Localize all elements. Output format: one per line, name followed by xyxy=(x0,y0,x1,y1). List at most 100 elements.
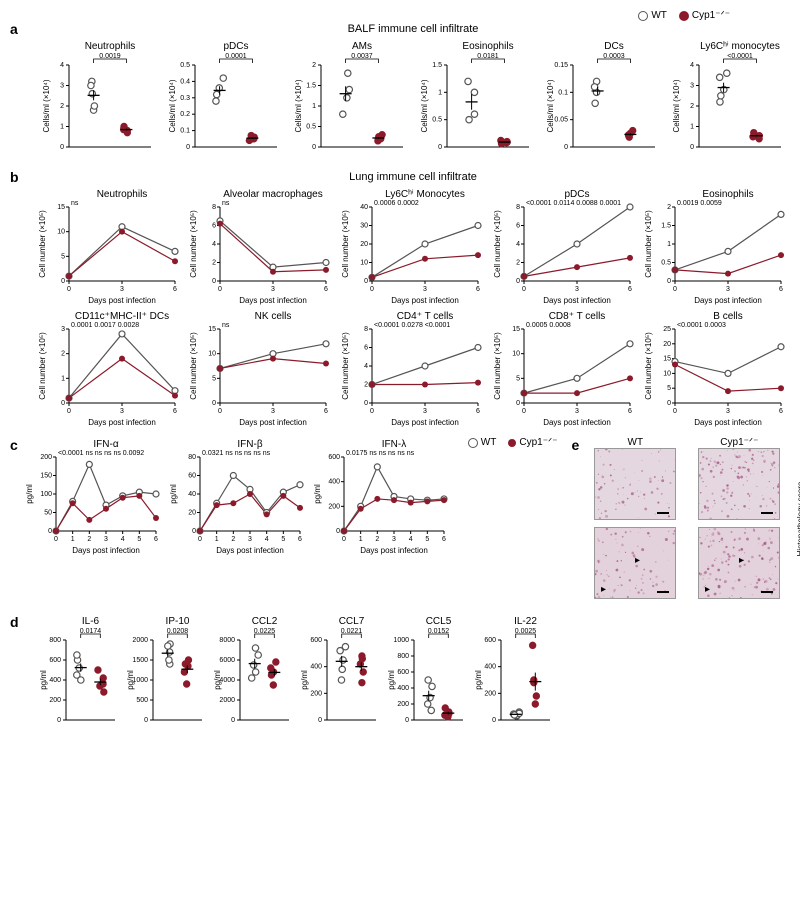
svg-text:Days post infection: Days post infection xyxy=(360,546,428,555)
svg-text:3: 3 xyxy=(248,536,252,543)
svg-text:CCL2: CCL2 xyxy=(252,616,278,627)
svg-text:B cells: B cells xyxy=(713,311,742,322)
svg-text:10: 10 xyxy=(663,370,671,377)
svg-text:40: 40 xyxy=(188,491,196,498)
svg-text:3: 3 xyxy=(726,286,730,293)
svg-text:Days post infection: Days post infection xyxy=(694,296,762,305)
svg-text:15: 15 xyxy=(57,204,65,211)
svg-text:CCL5: CCL5 xyxy=(426,616,452,627)
svg-text:6: 6 xyxy=(628,286,632,293)
line-chart: Ly6Cʰⁱ Monocytes 0.0006 0.0002 010203040… xyxy=(340,187,486,305)
panel-e-container: WT ▸ ▸ Cyp1⁻ᐟ⁻ xyxy=(585,437,800,604)
svg-text:NK cells: NK cells xyxy=(255,311,292,322)
histology-zoom-icon: ▸ ▸ xyxy=(698,527,780,599)
svg-text:5: 5 xyxy=(212,375,216,382)
mid-legend: WT Cyp1⁻ᐟ⁻ xyxy=(468,437,558,448)
svg-text:4: 4 xyxy=(409,536,413,543)
svg-text:1.5: 1.5 xyxy=(661,223,671,230)
svg-text:8: 8 xyxy=(212,204,216,211)
svg-text:0: 0 xyxy=(218,408,222,415)
panel-b-label: b xyxy=(10,169,30,185)
svg-text:CD11c⁺MHC-II⁺ DCs: CD11c⁺MHC-II⁺ DCs xyxy=(75,311,169,322)
svg-text:0: 0 xyxy=(231,717,235,724)
panel-b-row: b Lung immune cell infiltrate Neutrophil… xyxy=(10,169,790,427)
svg-text:0.15: 0.15 xyxy=(554,62,568,69)
svg-text:400: 400 xyxy=(397,685,409,692)
svg-text:1.5: 1.5 xyxy=(306,83,316,90)
panel-a-row: a BALF immune cell infiltrate Neutrophil… xyxy=(10,21,790,159)
svg-text:200: 200 xyxy=(49,697,61,704)
svg-text:0: 0 xyxy=(48,528,52,535)
svg-text:0: 0 xyxy=(318,717,322,724)
dot-chart: Ly6Cʰⁱ monocytes <0.0001 01234 Cells/ml … xyxy=(669,39,787,159)
svg-text:0.0019 0.0059: 0.0019 0.0059 xyxy=(677,200,722,207)
svg-text:0.5: 0.5 xyxy=(180,62,190,69)
svg-text:1: 1 xyxy=(71,536,75,543)
ko-marker-icon xyxy=(508,439,516,447)
svg-text:3: 3 xyxy=(271,286,275,293)
line-chart: pDCs <0.0001 0.0114 0.0088 0.0001 024680… xyxy=(492,187,638,305)
svg-text:Days post infection: Days post infection xyxy=(391,296,459,305)
svg-text:0.0025: 0.0025 xyxy=(515,628,537,635)
svg-text:0.0221: 0.0221 xyxy=(341,628,363,635)
svg-text:pg/ml: pg/ml xyxy=(169,484,178,504)
svg-text:6: 6 xyxy=(476,286,480,293)
svg-text:0.0019: 0.0019 xyxy=(99,53,121,60)
svg-text:2: 2 xyxy=(690,103,694,110)
wt-marker-icon xyxy=(468,438,478,448)
svg-text:2: 2 xyxy=(212,260,216,267)
svg-text:600: 600 xyxy=(397,669,409,676)
svg-text:Cell number (×10⁵): Cell number (×10⁵) xyxy=(493,210,502,278)
panel-a-charts: Neutrophils 0.0019 01234 Cells/ml (×10⁴)… xyxy=(36,39,790,159)
line-chart: B cells <0.0001 0.0003 0510152025036 Cel… xyxy=(643,309,789,427)
svg-text:200: 200 xyxy=(328,503,340,510)
histo-panel: WT ▸ ▸ xyxy=(585,437,685,604)
svg-text:3: 3 xyxy=(575,286,579,293)
svg-text:2: 2 xyxy=(375,536,379,543)
histology-image-icon xyxy=(698,448,780,520)
svg-text:5: 5 xyxy=(281,536,285,543)
svg-text:Days post infection: Days post infection xyxy=(240,418,308,427)
svg-text:15: 15 xyxy=(663,356,671,363)
svg-text:0: 0 xyxy=(144,717,148,724)
svg-text:Cell number (×10⁵): Cell number (×10⁵) xyxy=(644,332,653,400)
svg-text:0.0006 0.0002: 0.0006 0.0002 xyxy=(374,200,419,207)
svg-text:Cells/ml (×10⁴): Cells/ml (×10⁴) xyxy=(168,79,177,132)
svg-text:Days post infection: Days post infection xyxy=(216,546,284,555)
line-chart: NK cells ns 051015036 Cell number (×10⁵)… xyxy=(188,309,334,427)
svg-text:Days post infection: Days post infection xyxy=(88,296,156,305)
svg-text:Ly6Cʰⁱ Monocytes: Ly6Cʰⁱ Monocytes xyxy=(385,189,465,200)
svg-text:0: 0 xyxy=(438,144,442,151)
svg-text:5: 5 xyxy=(667,385,671,392)
svg-text:3: 3 xyxy=(423,408,427,415)
svg-text:800: 800 xyxy=(49,637,61,644)
svg-text:0.5: 0.5 xyxy=(306,124,316,131)
svg-text:0: 0 xyxy=(673,286,677,293)
svg-text:4: 4 xyxy=(364,363,368,370)
svg-text:0.0003: 0.0003 xyxy=(603,53,625,60)
svg-text:<0.0001 0.0114 0.0088 0.000: <0.0001 0.0114 0.0088 0.0001 xyxy=(526,200,621,207)
svg-text:800: 800 xyxy=(397,653,409,660)
svg-text:50: 50 xyxy=(44,510,52,517)
svg-text:<0.0001 0.0003: <0.0001 0.0003 xyxy=(677,322,726,329)
svg-text:pg/ml: pg/ml xyxy=(25,484,34,504)
svg-text:3: 3 xyxy=(423,286,427,293)
svg-text:6: 6 xyxy=(173,286,177,293)
svg-text:Histopathology score: Histopathology score xyxy=(796,481,800,556)
line-chart: Alveolar macrophages ns 02468036 Cell nu… xyxy=(188,187,334,305)
svg-text:3: 3 xyxy=(60,83,64,90)
svg-text:0.5: 0.5 xyxy=(432,117,442,124)
svg-text:600: 600 xyxy=(328,454,340,461)
svg-text:0: 0 xyxy=(336,528,340,535)
svg-text:1: 1 xyxy=(61,375,65,382)
svg-text:pg/ml: pg/ml xyxy=(313,484,322,504)
svg-text:10: 10 xyxy=(512,351,520,358)
svg-text:0: 0 xyxy=(60,144,64,151)
svg-text:pDCs: pDCs xyxy=(564,189,589,200)
svg-text:1: 1 xyxy=(312,103,316,110)
svg-text:Cells/ml (×10⁴): Cells/ml (×10⁴) xyxy=(420,79,429,132)
line-chart: Eosinophils 0.0019 0.0059 00.511.52036 C… xyxy=(643,187,789,305)
svg-text:400: 400 xyxy=(328,479,340,486)
dot-chart: CCL5 0.0152 02004006008001000 pg/ml xyxy=(384,614,469,732)
dot-chart: CCL7 0.0221 0200400600 pg/ml xyxy=(297,614,382,732)
